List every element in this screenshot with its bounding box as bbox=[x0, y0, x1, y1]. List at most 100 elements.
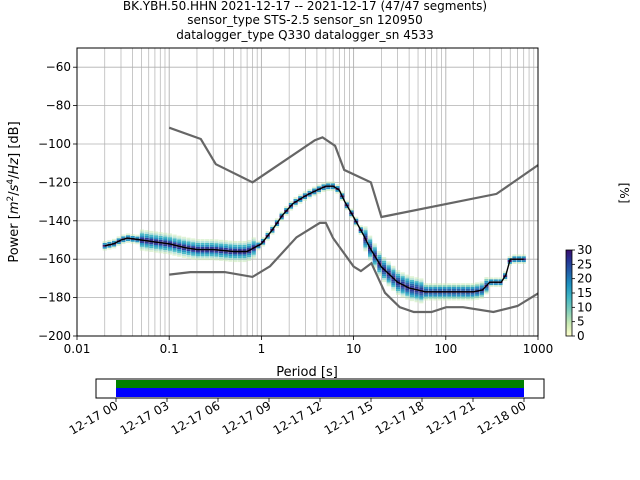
pdf-cell bbox=[121, 234, 126, 237]
pdf-cell bbox=[177, 243, 182, 246]
pdf-cell bbox=[130, 234, 135, 236]
pdf-cell bbox=[377, 270, 382, 273]
pdf-cell bbox=[395, 291, 401, 294]
pdf-cell bbox=[298, 196, 303, 199]
pdf-cell bbox=[209, 256, 214, 259]
pdf-cell bbox=[251, 243, 256, 246]
pdf-cell bbox=[409, 295, 415, 298]
pdf-cell bbox=[312, 188, 317, 191]
pdf-cell bbox=[144, 230, 149, 233]
pdf-cell bbox=[354, 216, 359, 219]
pdf-cell bbox=[479, 285, 484, 288]
pdf-cell bbox=[200, 244, 205, 247]
pdf-cell bbox=[423, 285, 429, 288]
pdf-cell bbox=[465, 298, 470, 301]
pdf-cell bbox=[363, 239, 368, 242]
pdf-cell bbox=[372, 266, 377, 269]
pdf-cell bbox=[479, 292, 484, 295]
pdf-cell bbox=[386, 284, 391, 287]
pdf-cell bbox=[409, 280, 415, 282]
pdf-cell bbox=[270, 224, 275, 227]
pdf-cell bbox=[381, 278, 387, 281]
pdf-cell bbox=[419, 297, 424, 300]
pdf-cell bbox=[163, 240, 168, 243]
pdf-cell bbox=[181, 242, 186, 245]
pdf-cell bbox=[116, 236, 121, 239]
pdf-cell bbox=[447, 296, 452, 299]
pdf-cell bbox=[158, 235, 163, 238]
pdf-cell bbox=[177, 247, 182, 250]
pdf-cell bbox=[298, 199, 303, 202]
pdf-cell bbox=[414, 296, 419, 299]
pdf-cell bbox=[386, 267, 391, 270]
pdf-cell bbox=[144, 237, 149, 240]
pdf-cell bbox=[200, 250, 205, 253]
pdf-cell bbox=[167, 239, 173, 242]
pdf-cell bbox=[167, 244, 173, 247]
pdf-cell bbox=[153, 231, 159, 234]
pdf-cell bbox=[209, 252, 214, 255]
pdf-cell bbox=[232, 260, 238, 263]
pdf-cell bbox=[195, 244, 200, 247]
pdf-cell bbox=[405, 295, 410, 298]
pdf-cell bbox=[470, 294, 475, 297]
pdf-cell bbox=[381, 266, 387, 269]
pdf-cell bbox=[330, 187, 335, 190]
pdf-cell bbox=[423, 296, 429, 299]
pdf-cell bbox=[191, 251, 196, 254]
pdf-cell bbox=[414, 294, 419, 297]
pdf-cell bbox=[256, 242, 261, 245]
pdf-cell bbox=[135, 240, 140, 243]
coverage-tick-label: 12-17 12 bbox=[271, 398, 325, 437]
pdf-cell bbox=[423, 287, 429, 289]
pdf-cell bbox=[149, 248, 154, 251]
pdf-cell bbox=[251, 241, 256, 244]
pdf-cell bbox=[479, 294, 484, 297]
pdf-cell bbox=[144, 247, 149, 250]
pdf-cell bbox=[242, 252, 247, 255]
pdf-cell bbox=[163, 244, 168, 247]
pdf-cell bbox=[139, 242, 145, 245]
y-tick-label: −200 bbox=[38, 329, 71, 343]
pdf-cell bbox=[265, 238, 270, 241]
pdf-cell bbox=[330, 181, 335, 184]
pdf-cell bbox=[395, 285, 401, 288]
low-noise-model-line bbox=[169, 221, 539, 314]
pdf-cell bbox=[246, 241, 252, 244]
pdf-cell bbox=[395, 293, 401, 295]
x-tick-label: 1000 bbox=[523, 342, 554, 356]
pdf-cell bbox=[228, 257, 233, 260]
pdf-cell bbox=[419, 284, 424, 287]
pdf-cell bbox=[409, 297, 415, 300]
pdf-cell bbox=[139, 231, 145, 234]
pdf-cell bbox=[274, 226, 280, 228]
pdf-cell bbox=[377, 254, 382, 257]
pdf-cell bbox=[489, 279, 494, 282]
pdf-cell bbox=[125, 241, 131, 243]
pdf-cell bbox=[284, 208, 289, 210]
pdf-cell bbox=[428, 288, 433, 291]
pdf-cell bbox=[419, 291, 424, 294]
pdf-cell bbox=[177, 241, 182, 244]
pdf-cell bbox=[246, 243, 252, 246]
pdf-cell bbox=[228, 252, 233, 255]
pdf-cell bbox=[358, 227, 363, 230]
pdf-cell bbox=[195, 250, 200, 253]
pdf-cell bbox=[200, 258, 205, 261]
pdf-cell bbox=[386, 282, 391, 285]
pdf-cell bbox=[149, 250, 154, 252]
pdf-cell bbox=[228, 240, 233, 243]
pdf-cell bbox=[260, 238, 266, 241]
coverage-tick-label: 12-17 00 bbox=[67, 398, 121, 437]
pdf-cell bbox=[409, 283, 415, 286]
pdf-cell bbox=[409, 293, 415, 296]
noise-model-lines bbox=[168, 126, 539, 314]
pdf-cell bbox=[195, 258, 200, 261]
high-noise-model-line bbox=[168, 126, 539, 219]
pdf-cell bbox=[195, 240, 200, 243]
pdf-cell bbox=[400, 293, 405, 296]
pdf-cell bbox=[349, 208, 354, 211]
pdf-cell bbox=[405, 274, 410, 277]
pdf-cell bbox=[377, 272, 382, 275]
